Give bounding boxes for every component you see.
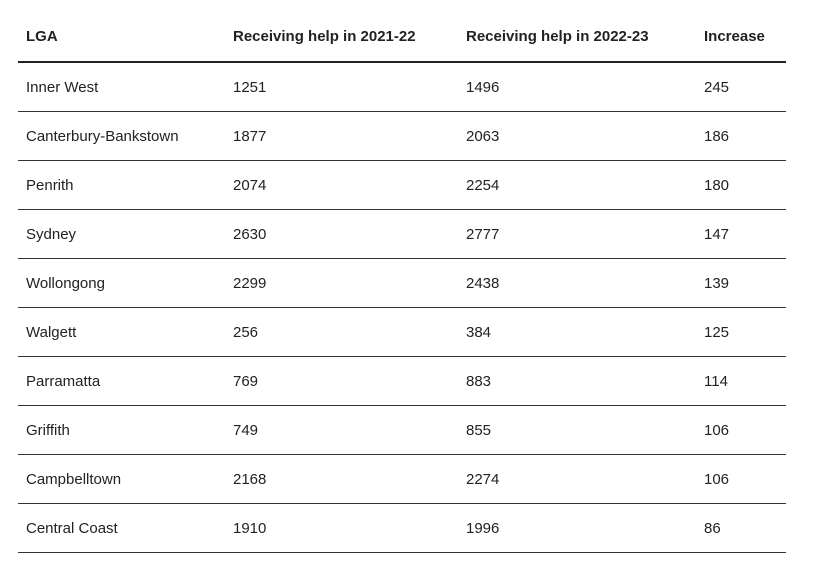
cell-2022-23: 2254 bbox=[466, 160, 704, 210]
header-2022-23: Receiving help in 2022-23 bbox=[466, 12, 704, 63]
header-increase: Increase bbox=[704, 12, 786, 63]
cell-increase: 86 bbox=[704, 503, 786, 553]
cell-lga: Walgett bbox=[18, 307, 233, 357]
header-lga: LGA bbox=[18, 12, 233, 63]
header-2021-22: Receiving help in 2021-22 bbox=[233, 12, 466, 63]
cell-2022-23: 1496 bbox=[466, 62, 704, 112]
cell-2022-23: 384 bbox=[466, 307, 704, 357]
cell-2021-22: 1877 bbox=[233, 111, 466, 161]
table-row: Walgett 256 384 125 bbox=[18, 307, 786, 357]
table-row: Wollongong 2299 2438 139 bbox=[18, 258, 786, 308]
cell-2022-23: 2438 bbox=[466, 258, 704, 308]
cell-2021-22: 769 bbox=[233, 356, 466, 406]
table-row: Parramatta 769 883 114 bbox=[18, 356, 786, 406]
cell-increase: 186 bbox=[704, 111, 786, 161]
cell-2022-23: 2274 bbox=[466, 454, 704, 504]
lga-table: LGA Receiving help in 2021-22 Receiving … bbox=[18, 12, 786, 553]
cell-2021-22: 2630 bbox=[233, 209, 466, 259]
table-row: Canterbury-Bankstown 1877 2063 186 bbox=[18, 111, 786, 161]
cell-2021-22: 1251 bbox=[233, 62, 466, 112]
cell-2022-23: 883 bbox=[466, 356, 704, 406]
cell-lga: Wollongong bbox=[18, 258, 233, 308]
cell-lga: Parramatta bbox=[18, 356, 233, 406]
cell-increase: 106 bbox=[704, 454, 786, 504]
cell-increase: 147 bbox=[704, 209, 786, 259]
table-header-row: LGA Receiving help in 2021-22 Receiving … bbox=[18, 12, 786, 63]
cell-lga: Central Coast bbox=[18, 503, 233, 553]
cell-lga: Campbelltown bbox=[18, 454, 233, 504]
cell-increase: 139 bbox=[704, 258, 786, 308]
cell-2022-23: 1996 bbox=[466, 503, 704, 553]
cell-lga: Griffith bbox=[18, 405, 233, 455]
table-row: Penrith 2074 2254 180 bbox=[18, 160, 786, 210]
cell-lga: Canterbury-Bankstown bbox=[18, 111, 233, 161]
table-row: Griffith 749 855 106 bbox=[18, 405, 786, 455]
table-row: Campbelltown 2168 2274 106 bbox=[18, 454, 786, 504]
cell-2021-22: 2074 bbox=[233, 160, 466, 210]
cell-2022-23: 855 bbox=[466, 405, 704, 455]
cell-2021-22: 2168 bbox=[233, 454, 466, 504]
cell-2022-23: 2063 bbox=[466, 111, 704, 161]
cell-increase: 125 bbox=[704, 307, 786, 357]
table-row: Inner West 1251 1496 245 bbox=[18, 62, 786, 112]
cell-increase: 180 bbox=[704, 160, 786, 210]
table-row: Central Coast 1910 1996 86 bbox=[18, 503, 786, 553]
cell-2021-22: 1910 bbox=[233, 503, 466, 553]
cell-2022-23: 2777 bbox=[466, 209, 704, 259]
cell-2021-22: 749 bbox=[233, 405, 466, 455]
cell-increase: 245 bbox=[704, 62, 786, 112]
cell-lga: Inner West bbox=[18, 62, 233, 112]
table-row: Sydney 2630 2777 147 bbox=[18, 209, 786, 259]
cell-lga: Sydney bbox=[18, 209, 233, 259]
cell-2021-22: 2299 bbox=[233, 258, 466, 308]
cell-lga: Penrith bbox=[18, 160, 233, 210]
cell-2021-22: 256 bbox=[233, 307, 466, 357]
cell-increase: 106 bbox=[704, 405, 786, 455]
cell-increase: 114 bbox=[704, 356, 786, 406]
